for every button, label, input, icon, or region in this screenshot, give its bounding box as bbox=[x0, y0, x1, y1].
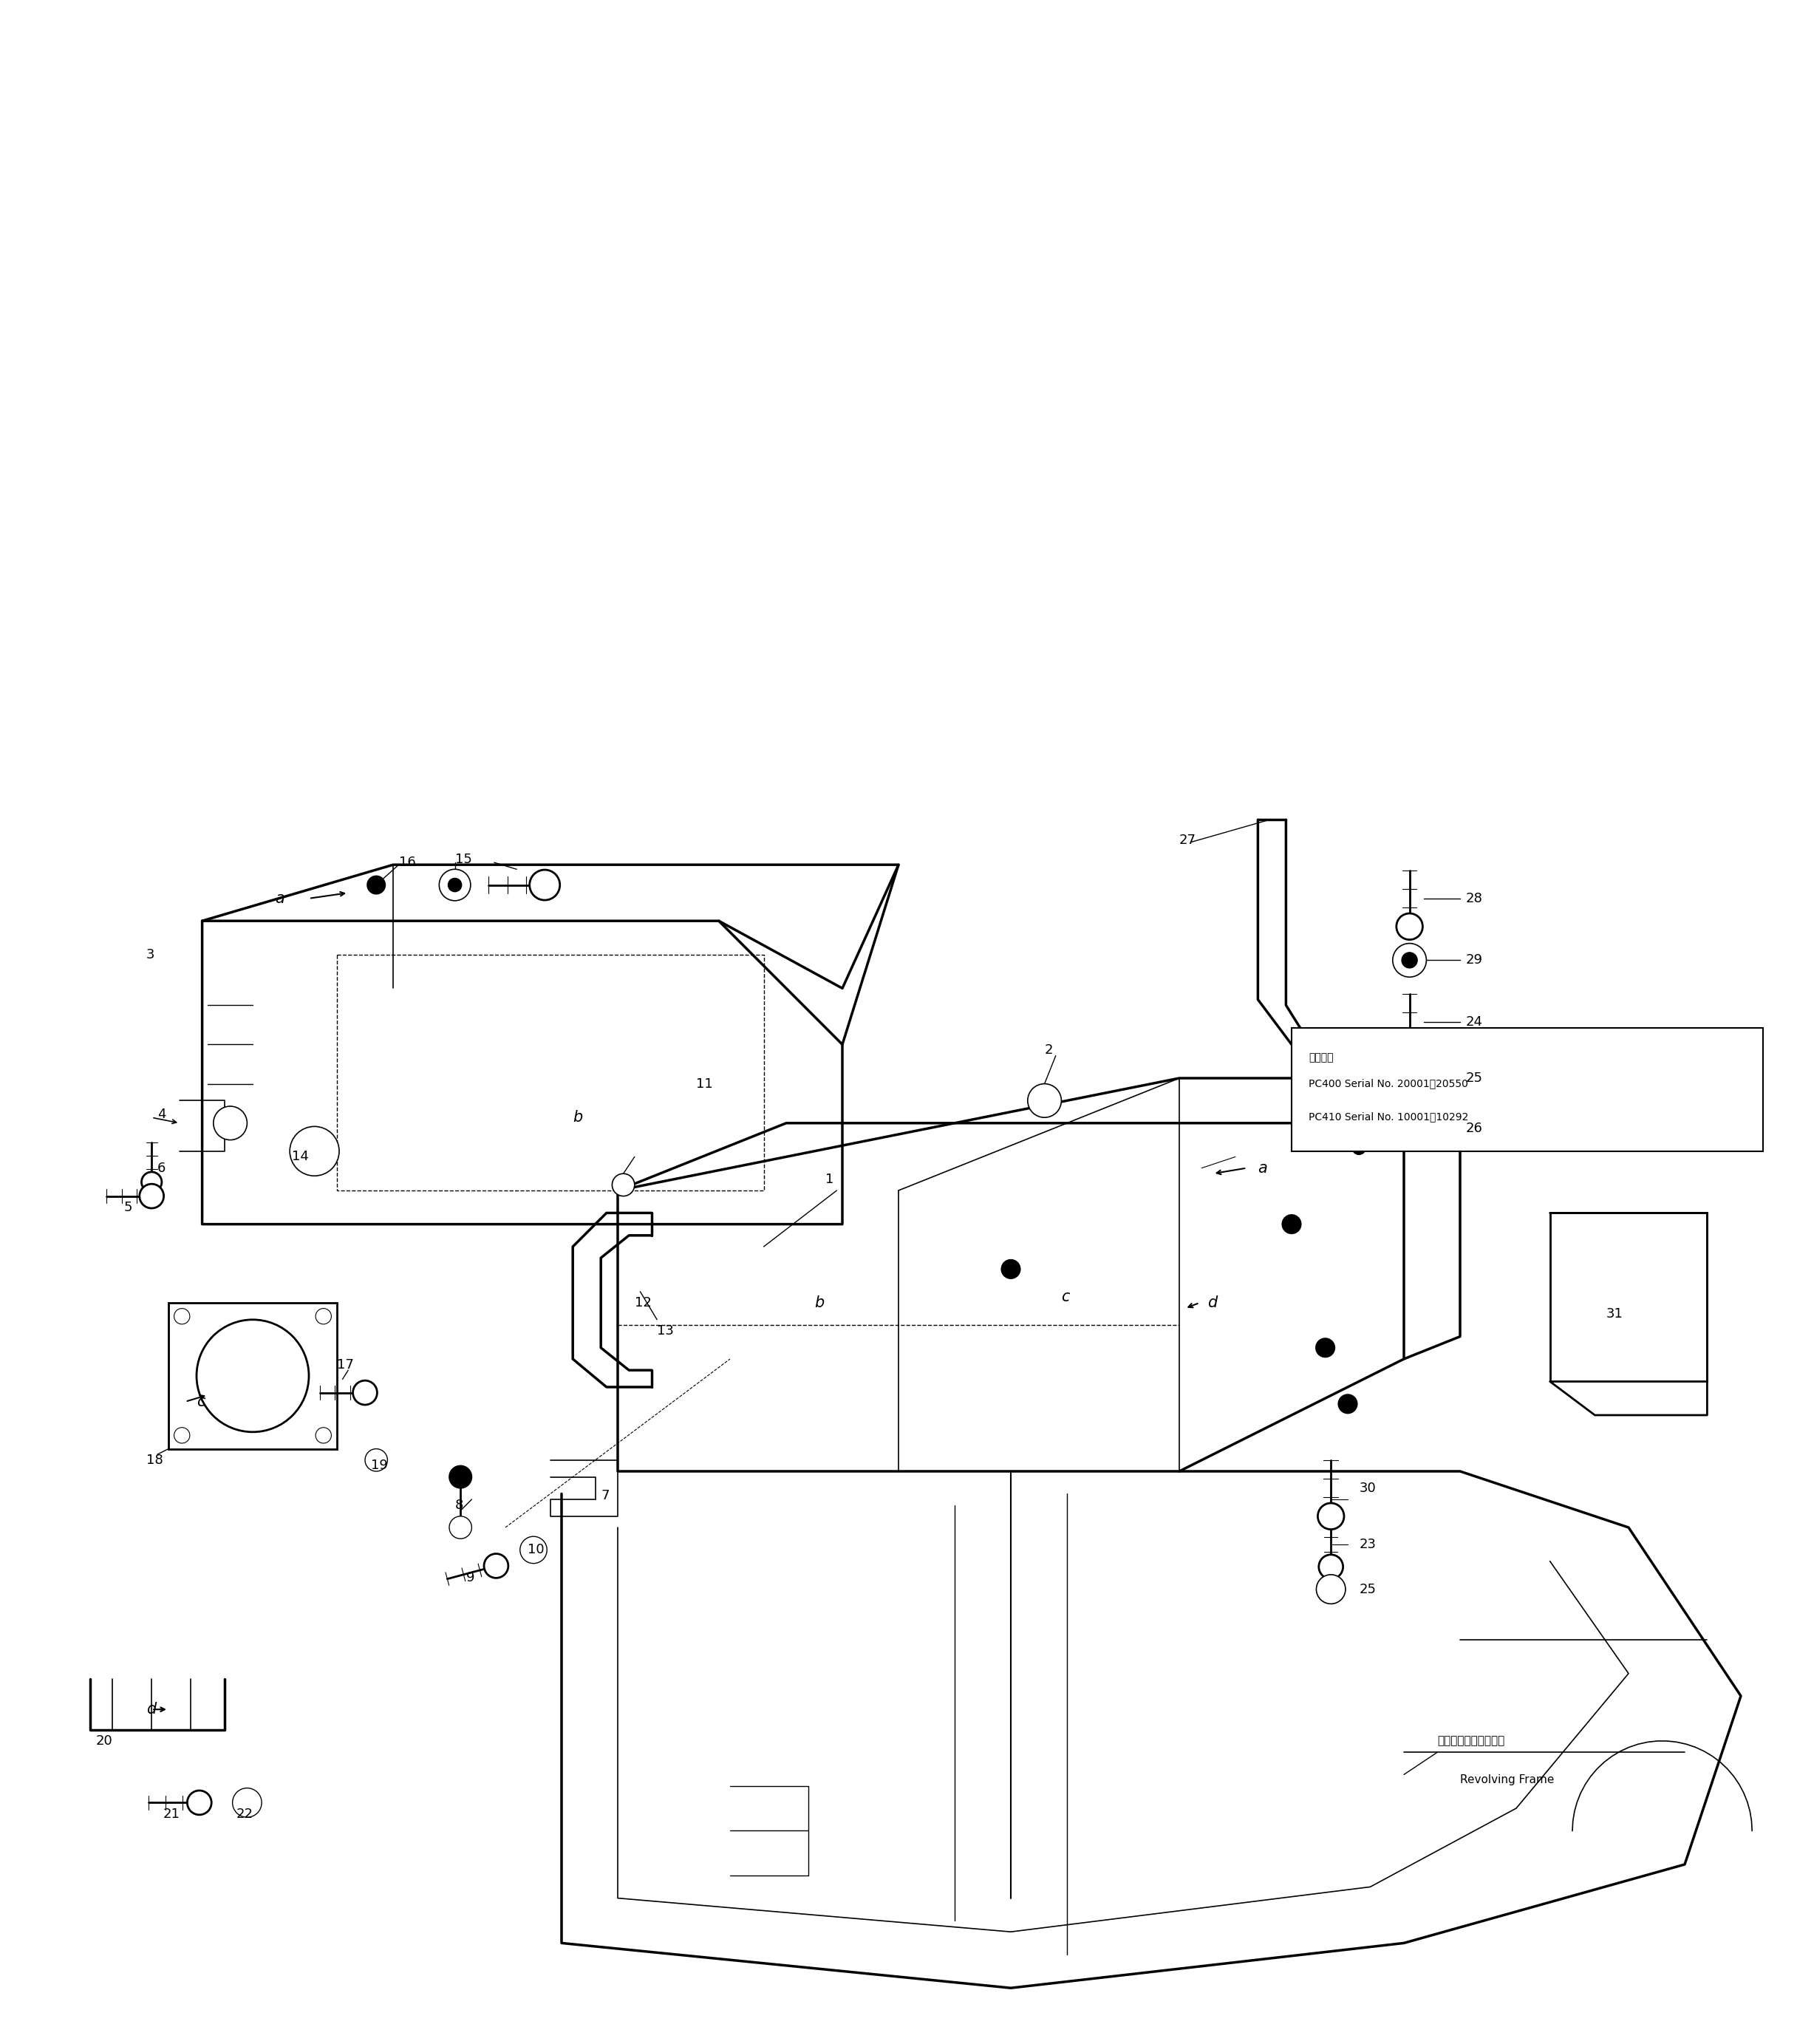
Bar bbox=[1549, 1212, 1707, 1382]
Text: 24: 24 bbox=[1466, 1016, 1483, 1028]
Bar bbox=[1292, 1028, 1763, 1151]
Text: 18: 18 bbox=[146, 1453, 164, 1468]
Circle shape bbox=[316, 1308, 331, 1325]
Circle shape bbox=[1393, 944, 1427, 977]
Circle shape bbox=[1396, 914, 1423, 940]
Text: d: d bbox=[1208, 1296, 1217, 1310]
Circle shape bbox=[142, 1171, 162, 1192]
Text: c: c bbox=[1062, 1290, 1069, 1304]
Circle shape bbox=[174, 1427, 190, 1443]
Text: 25: 25 bbox=[1359, 1582, 1377, 1596]
Text: b: b bbox=[814, 1296, 825, 1310]
Text: 16: 16 bbox=[399, 856, 415, 869]
Bar bbox=[169, 1302, 338, 1449]
Circle shape bbox=[438, 869, 471, 901]
Text: a: a bbox=[1258, 1161, 1267, 1175]
Circle shape bbox=[1028, 1083, 1062, 1118]
Text: 19: 19 bbox=[370, 1459, 388, 1472]
Text: 25: 25 bbox=[1466, 1071, 1483, 1085]
Circle shape bbox=[367, 877, 385, 893]
Text: 21: 21 bbox=[164, 1807, 180, 1821]
Text: 1: 1 bbox=[825, 1173, 834, 1186]
Text: 7: 7 bbox=[600, 1490, 609, 1502]
Text: 8: 8 bbox=[455, 1498, 464, 1513]
Circle shape bbox=[1283, 1216, 1301, 1233]
Circle shape bbox=[1315, 1339, 1333, 1357]
Text: 11: 11 bbox=[695, 1077, 713, 1089]
Circle shape bbox=[1396, 1036, 1423, 1063]
Circle shape bbox=[1339, 1394, 1357, 1412]
Circle shape bbox=[316, 1427, 331, 1443]
Text: 17: 17 bbox=[338, 1357, 354, 1372]
Text: 31: 31 bbox=[1607, 1308, 1623, 1320]
Circle shape bbox=[483, 1553, 509, 1578]
Text: 5: 5 bbox=[124, 1200, 131, 1214]
Text: 26: 26 bbox=[1466, 1122, 1483, 1134]
Circle shape bbox=[449, 1466, 471, 1488]
Text: 15: 15 bbox=[455, 852, 473, 867]
Circle shape bbox=[140, 1183, 164, 1208]
Circle shape bbox=[1402, 953, 1418, 969]
Text: 28: 28 bbox=[1466, 891, 1483, 905]
Circle shape bbox=[1319, 1555, 1342, 1578]
Text: 4: 4 bbox=[158, 1108, 165, 1120]
Text: c: c bbox=[196, 1394, 205, 1408]
Circle shape bbox=[196, 1320, 309, 1433]
Text: b: b bbox=[573, 1110, 582, 1124]
Text: 13: 13 bbox=[658, 1325, 674, 1337]
Circle shape bbox=[1353, 1141, 1366, 1155]
Text: 22: 22 bbox=[235, 1807, 253, 1821]
Circle shape bbox=[519, 1537, 546, 1564]
Text: 20: 20 bbox=[95, 1733, 111, 1748]
Circle shape bbox=[1394, 1063, 1423, 1094]
Text: 9: 9 bbox=[465, 1572, 474, 1584]
Text: 23: 23 bbox=[1359, 1537, 1377, 1551]
Circle shape bbox=[613, 1173, 634, 1196]
Text: 27: 27 bbox=[1179, 834, 1197, 846]
Circle shape bbox=[530, 871, 561, 899]
Text: 12: 12 bbox=[634, 1296, 652, 1310]
Circle shape bbox=[232, 1789, 262, 1817]
Circle shape bbox=[214, 1106, 246, 1141]
Circle shape bbox=[449, 1517, 471, 1539]
Text: 10: 10 bbox=[528, 1543, 544, 1558]
Text: 6: 6 bbox=[158, 1161, 165, 1175]
Text: d: d bbox=[146, 1703, 156, 1717]
Text: 14: 14 bbox=[291, 1151, 309, 1163]
Circle shape bbox=[365, 1449, 388, 1472]
Text: 30: 30 bbox=[1359, 1482, 1377, 1494]
Circle shape bbox=[1317, 1502, 1344, 1529]
Text: 適用号機: 適用号機 bbox=[1308, 1053, 1333, 1063]
Circle shape bbox=[352, 1380, 377, 1404]
Text: 2: 2 bbox=[1044, 1042, 1053, 1057]
Circle shape bbox=[1001, 1261, 1021, 1278]
Text: PC400 Serial No. 20001～20550: PC400 Serial No. 20001～20550 bbox=[1308, 1077, 1468, 1089]
Text: レボルビングフレーム: レボルビングフレーム bbox=[1438, 1735, 1506, 1746]
Circle shape bbox=[1315, 1574, 1346, 1605]
Circle shape bbox=[447, 879, 462, 891]
Text: 29: 29 bbox=[1466, 955, 1483, 967]
Text: 3: 3 bbox=[146, 948, 155, 961]
Text: PC410 Serial No. 10001～10292: PC410 Serial No. 10001～10292 bbox=[1308, 1112, 1468, 1122]
Circle shape bbox=[174, 1308, 190, 1325]
Circle shape bbox=[289, 1126, 340, 1175]
Text: a: a bbox=[275, 891, 284, 905]
Text: Revolving Frame: Revolving Frame bbox=[1459, 1774, 1554, 1786]
Circle shape bbox=[187, 1791, 212, 1815]
